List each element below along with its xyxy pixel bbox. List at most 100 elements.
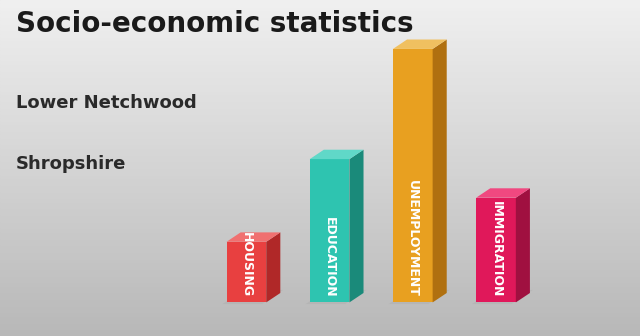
Bar — [0, 77, 640, 81]
Bar — [0, 171, 640, 175]
Text: EDUCATION: EDUCATION — [323, 217, 336, 297]
Bar — [0, 262, 640, 265]
Bar — [0, 101, 640, 104]
Bar — [0, 205, 640, 208]
Bar — [0, 27, 640, 30]
Bar — [0, 131, 640, 134]
Bar — [0, 306, 640, 309]
Polygon shape — [476, 198, 516, 302]
Polygon shape — [472, 290, 532, 304]
Bar — [0, 148, 640, 151]
Text: HOUSING: HOUSING — [240, 232, 253, 297]
Text: Lower Netchwood: Lower Netchwood — [16, 94, 196, 112]
Bar — [0, 3, 640, 7]
Polygon shape — [516, 188, 530, 302]
Bar — [0, 225, 640, 228]
Bar — [0, 245, 640, 249]
Bar — [0, 158, 640, 161]
Bar — [0, 155, 640, 158]
Bar — [0, 282, 640, 286]
Bar — [0, 54, 640, 57]
Bar — [0, 299, 640, 302]
Bar — [0, 296, 640, 299]
Bar — [0, 134, 640, 138]
Bar — [0, 329, 640, 333]
Bar — [0, 87, 640, 91]
Polygon shape — [476, 188, 530, 198]
Bar — [0, 74, 640, 77]
Bar — [0, 228, 640, 232]
Bar — [0, 272, 640, 276]
Bar — [0, 151, 640, 155]
Bar — [0, 20, 640, 24]
Text: Socio-economic statistics: Socio-economic statistics — [16, 10, 413, 38]
Bar — [0, 259, 640, 262]
Bar — [0, 232, 640, 235]
Bar — [0, 202, 640, 205]
Bar — [0, 181, 640, 185]
Bar — [0, 7, 640, 10]
Polygon shape — [222, 290, 283, 304]
Bar — [0, 81, 640, 84]
Bar — [0, 195, 640, 198]
Bar — [0, 185, 640, 188]
Polygon shape — [227, 242, 266, 302]
Bar — [0, 64, 640, 67]
Bar — [0, 316, 640, 319]
Bar — [0, 178, 640, 181]
Bar — [0, 212, 640, 215]
Bar — [0, 326, 640, 329]
Bar — [0, 333, 640, 336]
Bar — [0, 222, 640, 225]
Bar — [0, 255, 640, 259]
Bar — [0, 198, 640, 202]
Bar — [0, 121, 640, 124]
Bar — [0, 265, 640, 269]
Bar — [0, 292, 640, 296]
Bar — [0, 249, 640, 252]
Polygon shape — [433, 40, 447, 302]
Bar — [0, 40, 640, 44]
Bar — [0, 97, 640, 101]
Text: UNEMPLOYMENT: UNEMPLOYMENT — [406, 180, 419, 297]
Bar — [0, 312, 640, 316]
Bar — [0, 192, 640, 195]
Bar — [0, 24, 640, 27]
Bar — [0, 37, 640, 40]
Bar — [0, 13, 640, 17]
Bar — [0, 208, 640, 212]
Bar — [0, 188, 640, 192]
Polygon shape — [393, 49, 433, 302]
Bar — [0, 91, 640, 94]
Bar — [0, 165, 640, 168]
Polygon shape — [305, 290, 366, 304]
Polygon shape — [349, 150, 364, 302]
Bar — [0, 124, 640, 128]
Bar — [0, 289, 640, 292]
Bar — [0, 114, 640, 118]
Bar — [0, 252, 640, 255]
Bar — [0, 144, 640, 148]
Bar — [0, 94, 640, 97]
Text: IMMIGRATION: IMMIGRATION — [490, 201, 502, 297]
Bar — [0, 111, 640, 114]
Bar — [0, 175, 640, 178]
Bar — [0, 108, 640, 111]
Bar — [0, 84, 640, 87]
Bar — [0, 242, 640, 245]
Polygon shape — [393, 40, 447, 49]
Bar — [0, 17, 640, 20]
Bar — [0, 168, 640, 171]
Bar — [0, 67, 640, 71]
Polygon shape — [388, 290, 449, 304]
Bar — [0, 104, 640, 108]
Bar — [0, 161, 640, 165]
Bar — [0, 10, 640, 13]
Polygon shape — [266, 233, 280, 302]
Bar — [0, 235, 640, 239]
Bar — [0, 286, 640, 289]
Bar — [0, 57, 640, 60]
Bar — [0, 319, 640, 323]
Bar — [0, 279, 640, 282]
Bar — [0, 50, 640, 54]
